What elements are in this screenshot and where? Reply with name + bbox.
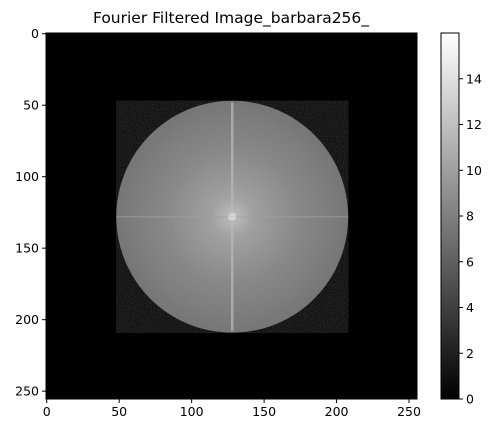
center-peak [228,212,237,221]
x-axis: 0 50 100 150 200 250 [43,399,421,419]
x-tick-label: 0 [43,404,51,419]
colorbar-tick-label: 4 [466,300,474,315]
colorbar-tick-label: 0 [466,392,474,407]
x-tick-label: 50 [111,404,127,419]
plot-area: 0 50 100 150 200 250 0 50 100 150 200 250 [15,26,421,419]
colorbar-gradient [440,32,460,400]
y-tick-label: 150 [15,241,39,256]
image-frame [45,32,418,400]
colorbar-tick-label: 6 [466,254,474,269]
colorbar-tick-label: 8 [466,209,474,224]
y-tick-label: 0 [31,26,39,41]
colorbar-tick-label: 14 [466,71,482,86]
x-tick-label: 100 [180,404,204,419]
colorbar: 0 2 4 6 8 10 12 14 [440,32,482,407]
y-tick-label: 250 [15,384,39,399]
chart-title: Fourier Filtered Image_barbara256_ [93,9,369,28]
x-tick-label: 250 [397,404,421,419]
y-axis: 0 50 100 150 200 250 [15,26,46,399]
colorbar-tick-label: 12 [466,117,482,132]
x-tick-label: 150 [252,404,276,419]
colorbar-tick-label: 10 [466,163,482,178]
colorbar-axis: 0 2 4 6 8 10 12 14 [459,71,482,407]
y-tick-label: 50 [23,98,39,113]
colorbar-tick-label: 2 [466,346,474,361]
x-tick-label: 200 [325,404,349,419]
y-tick-label: 200 [15,312,39,327]
y-tick-label: 100 [15,169,39,184]
